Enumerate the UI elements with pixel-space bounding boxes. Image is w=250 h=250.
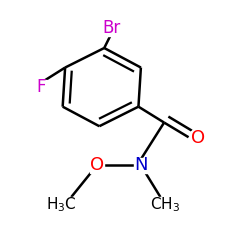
Text: H$_3$C: H$_3$C [46,195,77,214]
Bar [134,158,147,173]
Text: Br: Br [102,20,121,38]
Text: O: O [90,156,104,174]
Bar [48,197,75,212]
Bar [101,21,122,36]
Bar [34,80,48,94]
Bar [191,131,206,146]
Bar [90,158,104,173]
Text: N: N [134,156,148,174]
Bar [152,197,179,212]
Text: F: F [36,78,46,96]
Text: CH$_3$: CH$_3$ [150,195,180,214]
Text: O: O [191,130,206,148]
